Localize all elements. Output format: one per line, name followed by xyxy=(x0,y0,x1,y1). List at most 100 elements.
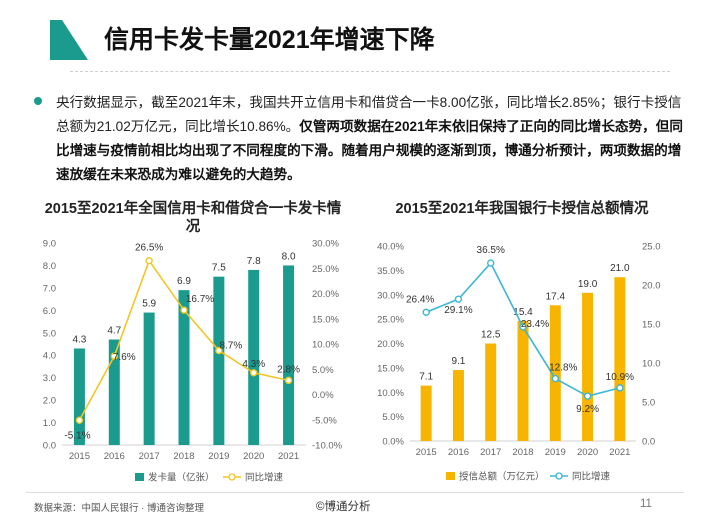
page-number: 11 xyxy=(640,498,652,510)
chart2-left-tick-label: 15.0% xyxy=(377,363,404,374)
chart1-line-label: -5.1% xyxy=(64,430,90,441)
chart1-left-tick-label: 6.0 xyxy=(43,306,56,317)
chart1-left-tick-label: 4.0 xyxy=(43,351,56,362)
chart1-right-tick-label: -5.0% xyxy=(312,415,337,426)
chart2-line-point xyxy=(519,323,527,331)
chart1-line-label: 16.7% xyxy=(186,294,214,305)
summary-text: 央行数据显示，截至2021年末，我国共开立信用卡和借贷合一卡8.00亿张，同比增… xyxy=(56,95,682,134)
chart2-line-label: 26.4% xyxy=(406,294,434,305)
chart2-line-label: 10.9% xyxy=(606,372,634,383)
chart2-bar-label: 12.5 xyxy=(481,330,501,341)
chart1-right-tick-label: 25.0% xyxy=(312,264,339,275)
chart1-right-tick-label: 30.0% xyxy=(312,239,339,250)
chart1-legend-line-marker xyxy=(228,473,236,481)
chart1-bar-label: 8.0 xyxy=(282,251,296,262)
chart2-left-tick-label: 40.0% xyxy=(377,242,404,253)
chart2-left-tick-label: 20.0% xyxy=(377,339,404,350)
chart2-legend-line-marker xyxy=(555,472,563,480)
chart2-x-tick-label: 2019 xyxy=(545,447,566,458)
chart2-line-point xyxy=(454,295,463,303)
chart1-legend-bar-swatch xyxy=(135,473,144,481)
chart1-right-tick-label: 15.0% xyxy=(312,314,339,325)
chart1-line-label: 4.3% xyxy=(242,359,265,370)
chart2-bar-label: 19.0 xyxy=(578,279,598,290)
chart2-right-tick-label: 0.0 xyxy=(642,437,655,448)
chart2-left-tick-label: 0.0% xyxy=(382,437,404,448)
chart1-x-tick-label: 2019 xyxy=(208,451,229,462)
chart1-bar xyxy=(143,312,155,445)
chart2-legend-line-label: 同比增速 xyxy=(572,471,611,483)
chart2-right-tick-label: 15.0 xyxy=(642,320,661,331)
chart2-bar xyxy=(549,305,561,441)
chart1-line-label: 7.6% xyxy=(113,352,136,363)
footer-source: 数据来源：中国人民银行 · 博通咨询整理 xyxy=(34,503,204,514)
chart1-x-tick-label: 2020 xyxy=(243,451,264,462)
chart2-bar xyxy=(485,343,497,441)
chart1-x-tick-label: 2021 xyxy=(278,451,299,462)
chart1-title: 2015至2021年全国信用卡和借贷合一卡发卡情况 xyxy=(44,201,342,235)
chart2-right-tick-label: 20.0 xyxy=(642,281,661,292)
chart2-bar xyxy=(614,277,626,441)
chart2-left-tick-label: 35.0% xyxy=(377,266,404,277)
chart1-x-tick-label: 2017 xyxy=(139,451,160,462)
chart2-line-label: 12.8% xyxy=(549,363,577,374)
chart1-legend-line-label: 同比增速 xyxy=(245,472,284,484)
chart2-line-point xyxy=(583,392,592,400)
chart1-left-tick-label: 1.0 xyxy=(43,418,56,429)
title-accent-shape xyxy=(50,20,100,60)
chart1-bar xyxy=(283,265,295,445)
chart2-bar-label: 21.0 xyxy=(610,263,630,274)
chart1-right-tick-label: 0.0% xyxy=(312,390,334,401)
chart1-bar-label: 4.7 xyxy=(107,326,121,337)
chart1-bar-label: 7.8 xyxy=(247,256,261,267)
title-divider xyxy=(70,71,670,72)
chart1-bar-label: 4.3 xyxy=(72,334,86,345)
page-title: 信用卡发卡量2021年增速下降 xyxy=(104,26,435,54)
chart2-line-point xyxy=(551,374,559,383)
chart2-left-tick-label: 10.0% xyxy=(377,388,404,399)
chart1-x-tick-label: 2015 xyxy=(69,451,90,462)
chart1-x-tick-label: 2016 xyxy=(104,451,125,462)
bullet-dot xyxy=(34,97,42,105)
chart2-x-tick-label: 2018 xyxy=(512,447,533,458)
chart1-line-label: 8.7% xyxy=(219,341,242,352)
chart2-bar xyxy=(582,292,594,441)
chart1-left-tick-label: 0.0 xyxy=(43,441,56,452)
chart1-left-tick-label: 5.0 xyxy=(43,328,56,339)
chart2-left-tick-label: 30.0% xyxy=(377,290,404,301)
chart1-left-tick-label: 3.0 xyxy=(43,373,56,384)
chart1-right-tick-label: 20.0% xyxy=(312,289,339,300)
chart2-right-tick-label: 5.0 xyxy=(642,398,655,409)
chart1-left-tick-label: 8.0 xyxy=(43,261,56,272)
chart1-line-point xyxy=(284,376,293,385)
summary-paragraph: 央行数据显示，截至2021年末，我国共开立信用卡和借贷合一卡8.00亿张，同比增… xyxy=(56,91,684,187)
chart1-right-tick-label: 5.0% xyxy=(312,365,334,376)
chart2-left-tick-label: 5.0% xyxy=(382,412,404,423)
chart2-line-point xyxy=(616,384,624,392)
chart2-x-tick-label: 2016 xyxy=(448,447,469,458)
chart1-bar-label: 6.9 xyxy=(177,276,191,287)
chart1-bar xyxy=(178,290,190,445)
chart2-bar xyxy=(452,370,464,441)
chart2-bar-label: 17.4 xyxy=(546,291,566,302)
chart2-x-tick-label: 2020 xyxy=(577,447,598,458)
chart1-bar xyxy=(73,348,85,445)
chart2-bar-label: 9.1 xyxy=(451,356,465,367)
chart2-bar-label: 15.4 xyxy=(513,307,533,318)
chart1-line-point xyxy=(145,256,153,265)
chart1-legend-bar-label: 发卡量（亿张） xyxy=(148,472,215,484)
chart1-line-label: 26.5% xyxy=(135,243,163,254)
chart1-line-point xyxy=(215,346,223,355)
chart2-bar xyxy=(420,385,432,441)
chart2-left-tick-label: 25.0% xyxy=(377,315,404,326)
chart2-title: 2015至2021年我国银行卡授信总额情况 xyxy=(395,201,649,217)
footer-divider xyxy=(26,492,684,493)
chart2-line-point xyxy=(487,259,495,267)
chart1-left-tick-label: 7.0 xyxy=(43,283,56,294)
chart1-right-tick-label: -10.0% xyxy=(312,441,343,452)
chart1-bar-label: 7.5 xyxy=(212,263,226,274)
chart1-left-tick-label: 9.0 xyxy=(43,239,56,250)
chart1-line-point xyxy=(110,352,118,360)
footer-brand: ©博通分析 xyxy=(316,501,371,513)
chart2-right-tick-label: 25.0 xyxy=(642,242,661,253)
